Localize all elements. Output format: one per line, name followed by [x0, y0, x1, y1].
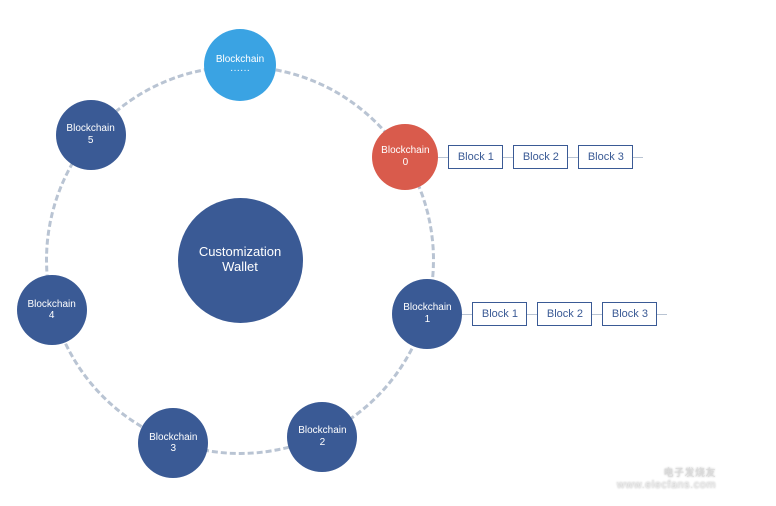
- block: Block 3: [602, 302, 657, 326]
- connector: [592, 314, 602, 315]
- node-label-1: Blockchain: [216, 54, 264, 65]
- node-label-1: Blockchain: [403, 302, 451, 313]
- connector: [503, 157, 513, 158]
- node-bc3: Blockchain3: [138, 408, 208, 478]
- connector: [462, 314, 472, 315]
- block-label: Block 1: [482, 308, 518, 320]
- connector: [438, 157, 448, 158]
- connector: [657, 314, 667, 315]
- block: Block 3: [578, 145, 633, 169]
- connector: [527, 314, 537, 315]
- node-label-2: ······: [230, 65, 250, 76]
- node-bc5: Blockchain5: [56, 100, 126, 170]
- node-label-2: 3: [171, 443, 177, 454]
- block-label: Block 3: [612, 308, 648, 320]
- watermark-text-wrap: 电子发烧友 www.elecfans.com: [617, 464, 716, 491]
- block: Block 2: [537, 302, 592, 326]
- block: Block 2: [513, 145, 568, 169]
- block-label: Block 3: [588, 151, 624, 163]
- node-bc0: Blockchain0: [372, 124, 438, 190]
- block-label: Block 2: [523, 151, 559, 163]
- node-label-2: 1: [425, 314, 431, 325]
- block: Block 1: [472, 302, 527, 326]
- block-label: Block 1: [458, 151, 494, 163]
- blockchain-ring-diagram: Customization Wallet Blockchain······Blo…: [0, 0, 776, 506]
- watermark-brand: 电子发烧友: [617, 464, 716, 479]
- node-bc1: Blockchain1: [392, 279, 462, 349]
- block-label: Block 2: [547, 308, 583, 320]
- watermark-url: www.elecfans.com: [617, 479, 716, 491]
- node-label-2: 5: [88, 135, 94, 146]
- connector: [633, 157, 643, 158]
- node-bc2: Blockchain2: [287, 402, 357, 472]
- connector: [568, 157, 578, 158]
- node-label-2: 0: [403, 157, 409, 168]
- center-node-label-1: Customization: [199, 244, 281, 259]
- watermark-logo-icon: [724, 456, 766, 498]
- node-label-1: Blockchain: [298, 425, 346, 436]
- node-bc-top: Blockchain······: [204, 29, 276, 101]
- center-node-label-2: Wallet: [222, 259, 258, 274]
- center-node: Customization Wallet: [178, 198, 303, 323]
- node-label-1: Blockchain: [381, 145, 429, 156]
- watermark: 电子发烧友 www.elecfans.com: [617, 456, 766, 498]
- node-label-1: Blockchain: [27, 299, 75, 310]
- node-label-1: Blockchain: [149, 432, 197, 443]
- node-bc4: Blockchain4: [17, 275, 87, 345]
- block: Block 1: [448, 145, 503, 169]
- node-label-2: 2: [320, 437, 326, 448]
- node-label-1: Blockchain: [66, 123, 114, 134]
- node-label-2: 4: [49, 310, 55, 321]
